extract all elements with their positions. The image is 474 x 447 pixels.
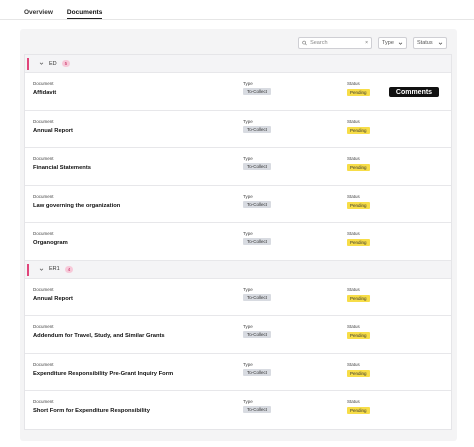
comments-tag[interactable]: Comments [389,87,439,97]
type-badge: To-Collect [243,163,272,170]
document-name: Short Form for Expenditure Responsibilit… [33,408,150,414]
type-badge: To-Collect [243,331,272,338]
status-badge: Pending [347,332,370,339]
count-badge: 4 [64,265,74,273]
type-filter-label: Type [382,40,394,46]
status-column-label: Status [347,81,360,86]
document-column-label: Document [33,156,54,161]
filter-bar: × Type Status [298,37,447,49]
document-name: Annual Report [33,295,73,302]
status-badge: Pending [347,89,370,96]
status-column-label: Status [347,361,360,367]
tab-overview[interactable]: Overview [24,9,53,16]
status-badge: Pending [347,369,370,377]
document-name: Addendum for Travel, Study, and Similar … [33,333,165,339]
status-filter-select[interactable]: Status [413,37,447,49]
chevron-down-icon [398,42,403,45]
document-column-label: Document [33,193,54,199]
table-row[interactable]: Document Type Status Addendum for Travel… [25,316,451,354]
status-badge: Pending [347,407,370,414]
status-column-label: Status [347,118,360,124]
type-column-label: Type [243,361,253,367]
document-column-label: Document [33,399,54,404]
type-badge: To-Collect [243,238,272,245]
clear-search-icon[interactable]: × [365,40,368,46]
document-name: Affidavit [33,90,57,96]
status-filter-label: Status [417,40,433,46]
document-column-label: Document [33,231,54,236]
type-column-label: Type [243,81,253,86]
status-badge: Pending [347,239,370,246]
table-row[interactable]: Document Type Status Organogram To-Colle… [25,223,451,261]
status-column-label: Status [347,156,360,161]
search-input[interactable] [310,40,363,46]
document-list: ED 5 Document Type Status Affidavit To-C… [24,54,452,430]
table-row[interactable]: Document Type Status Affidavit To-Collec… [25,73,451,111]
group-name: ED [49,60,57,67]
group-header-ed[interactable]: ED 5 [25,55,451,73]
group-name: ER1 [49,266,60,272]
type-column-label: Type [243,324,253,329]
tab-bar: Overview Documents [24,0,103,19]
status-badge: Pending [347,164,370,171]
document-name: Law governing the organization [33,202,121,209]
type-column-label: Type [243,156,253,161]
document-name: Expenditure Responsibility Pre-Grant Inq… [33,370,174,377]
tab-documents[interactable]: Documents [66,0,103,19]
type-badge: To-Collect [243,88,272,95]
table-row[interactable]: Document Type Status Financial Statement… [25,148,451,186]
type-column-label: Type [243,399,253,404]
type-column-label: Type [243,231,253,236]
type-badge: To-Collect [243,293,272,301]
chevron-down-icon [438,42,443,45]
type-filter-select[interactable]: Type [378,37,407,49]
search-box[interactable]: × [298,37,372,49]
search-icon [302,40,307,46]
group-accent-bar [27,58,29,70]
document-column-label: Document [33,286,54,292]
type-column-label: Type [243,118,253,124]
status-column-label: Status [347,399,360,404]
table-row[interactable]: Document Type Status Law governing the o… [25,186,451,223]
status-badge: Pending [347,126,370,134]
status-badge: Pending [347,294,370,302]
chevron-down-icon[interactable] [39,267,44,272]
document-name: Annual Report [33,127,73,134]
type-badge: To-Collect [243,406,272,413]
document-name: Financial Statements [33,165,91,171]
table-row[interactable]: Document Type Status Annual Report To-Co… [25,279,451,316]
group-accent-bar [27,263,29,276]
document-column-label: Document [33,361,54,367]
type-column-label: Type [243,286,253,292]
status-column-label: Status [347,193,360,199]
status-badge: Pending [347,201,370,209]
table-row[interactable]: Document Type Status Short Form for Expe… [25,391,451,429]
chevron-down-icon[interactable] [39,61,44,66]
tab-divider [0,19,474,20]
type-column-label: Type [243,193,253,199]
document-column-label: Document [33,81,54,86]
type-badge: To-Collect [243,125,272,133]
table-row[interactable]: Document Type Status Expenditure Respons… [25,354,451,391]
type-badge: To-Collect [243,368,272,376]
status-column-label: Status [347,286,360,292]
document-name: Organogram [33,240,68,246]
document-column-label: Document [33,324,54,329]
status-column-label: Status [347,231,360,236]
table-row[interactable]: Document Type Status Annual Report To-Co… [25,111,451,148]
group-header-er1[interactable]: ER1 4 [25,260,451,279]
status-column-label: Status [347,324,360,329]
count-badge: 5 [61,60,71,67]
document-column-label: Document [33,118,54,124]
type-badge: To-Collect [243,200,272,208]
